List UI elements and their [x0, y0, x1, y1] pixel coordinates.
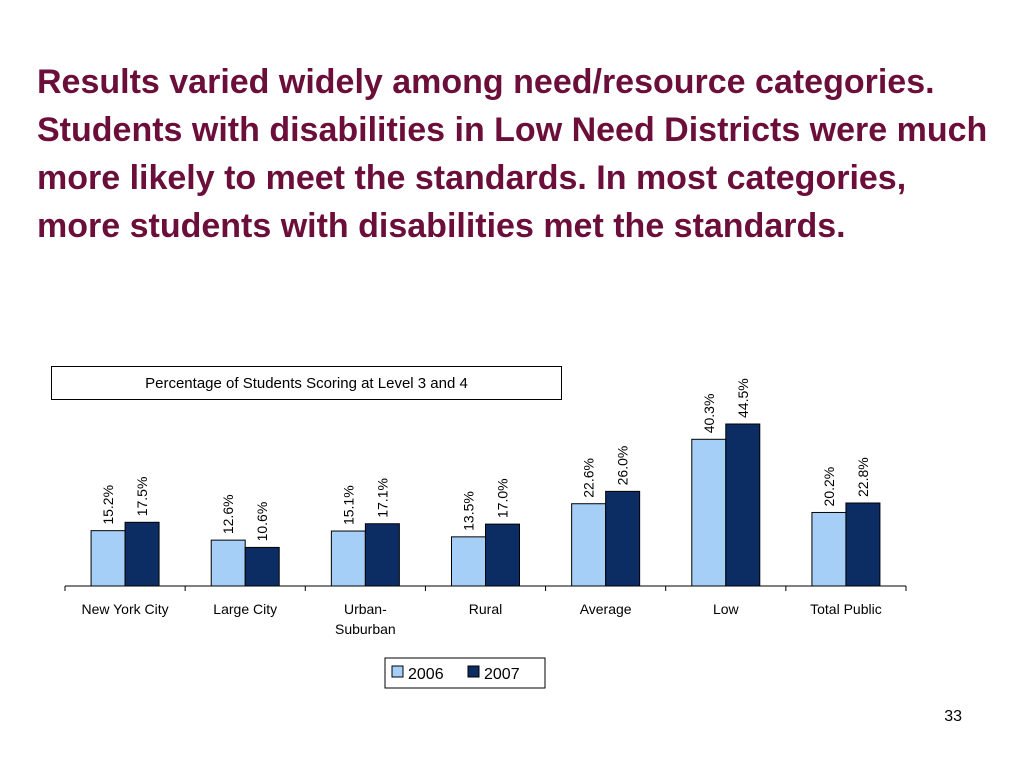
- bar-2007-3: [485, 523, 520, 587]
- data-label: 44.5%: [735, 378, 751, 418]
- legend-label-2006: 2006: [408, 666, 444, 683]
- data-label: 17.5%: [134, 477, 150, 517]
- bar-2006-6: [811, 511, 847, 587]
- bar-2007-4: [605, 490, 641, 587]
- legend-swatch-2007: [467, 665, 480, 678]
- x-tick-label: Total Public: [810, 601, 882, 617]
- bar-2007-6: [845, 502, 881, 587]
- x-tick-label: New York City: [81, 601, 168, 617]
- bar-2006-5: [691, 438, 727, 587]
- bar-2007-5: [725, 423, 761, 587]
- data-label: 20.2%: [821, 467, 837, 507]
- data-label: 15.2%: [100, 485, 116, 525]
- x-tick-label: Large City: [213, 601, 277, 617]
- page-number: 33: [944, 708, 962, 725]
- x-tick-label: Low: [713, 601, 740, 617]
- data-label: 17.1%: [374, 478, 390, 518]
- x-tick-label: Urban-Suburban: [335, 601, 396, 637]
- data-label: 22.6%: [581, 458, 597, 498]
- bar-2006-2: [330, 530, 366, 587]
- legend: [384, 657, 546, 689]
- x-tick-label: Average: [580, 601, 632, 617]
- legend-swatch-2006: [391, 665, 404, 678]
- slide-title: Results varied widely among need/resourc…: [37, 63, 988, 245]
- bar-2007-2: [364, 523, 400, 587]
- bar-2006-4: [571, 503, 607, 587]
- x-tick-label: Rural: [469, 601, 502, 617]
- data-label: 13.5%: [461, 491, 477, 531]
- data-label: 26.0%: [615, 446, 631, 486]
- chart-title: Percentage of Students Scoring at Level …: [51, 366, 562, 400]
- bar-2006-1: [210, 539, 246, 587]
- bar-2007-1: [244, 546, 280, 587]
- data-label: 10.6%: [254, 502, 270, 542]
- data-label: 15.1%: [340, 485, 356, 525]
- data-label: 40.3%: [701, 394, 717, 434]
- data-label: 12.6%: [220, 494, 236, 534]
- data-label: 17.0%: [495, 478, 511, 518]
- bar-2006-0: [90, 530, 126, 587]
- data-label: 22.8%: [855, 457, 871, 497]
- bar-2007-0: [124, 521, 160, 587]
- bar-2006-3: [451, 536, 486, 587]
- legend-label-2007: 2007: [484, 666, 520, 683]
